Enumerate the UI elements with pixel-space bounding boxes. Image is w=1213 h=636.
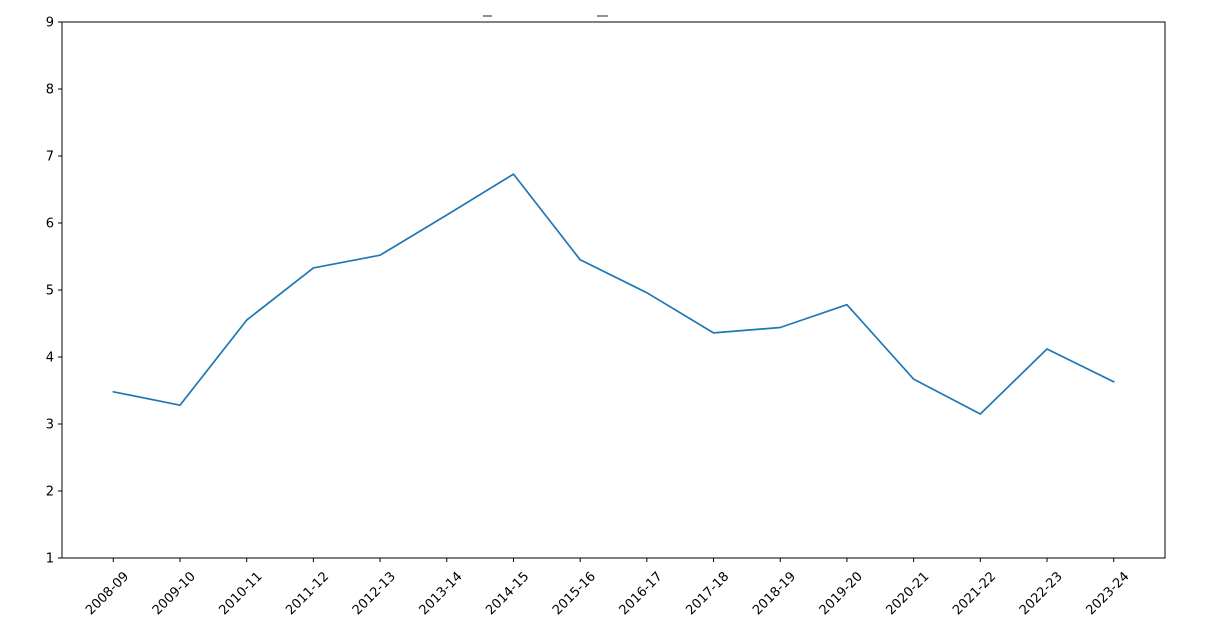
x-tick-label: 2011-12 [283, 569, 332, 618]
x-tick-label: 2021-22 [950, 569, 999, 618]
x-axis: 2008-09 2009-10 2010-11 2011-12 2012-13 2013-… [83, 558, 1133, 618]
y-tick-label: 8 [46, 83, 54, 98]
cropped-title-fragments [483, 15, 608, 17]
x-tick-label: 2019-20 [817, 569, 866, 618]
y-tick-label: 5 [46, 284, 54, 299]
x-tick-label: 2023-24 [1084, 569, 1133, 618]
y-axis: 1 2 3 4 5 6 7 8 9 [46, 16, 62, 567]
x-tick-label: 2008-09 [83, 569, 132, 618]
y-tick-label: 1 [46, 552, 54, 567]
title-glyph-fragment [597, 15, 608, 17]
x-tick-label: 2016-17 [617, 569, 666, 618]
x-tick-label: 2009-10 [150, 569, 199, 618]
x-tick-label: 2017-18 [683, 569, 732, 618]
x-tick-label: 2022-23 [1017, 569, 1066, 618]
x-tick-label: 2018-19 [750, 569, 799, 618]
x-tick-label: 2013-14 [417, 569, 466, 618]
data-line-series [112, 173, 1115, 415]
y-tick-label: 7 [46, 150, 54, 165]
x-tick-label: 2014-15 [483, 569, 532, 618]
x-tick-label: 2012-13 [350, 569, 399, 618]
y-tick-label: 9 [46, 16, 54, 31]
y-tick-label: 2 [46, 485, 54, 500]
x-tick-label: 2015-16 [550, 569, 599, 618]
plot-border [61, 21, 1166, 559]
title-glyph-fragment [483, 15, 492, 17]
x-tick-label: 2010-11 [216, 569, 265, 618]
y-tick-label: 6 [46, 217, 54, 232]
y-tick-label: 4 [46, 351, 54, 366]
y-tick-label: 3 [46, 418, 54, 433]
x-tick-label: 2020-21 [883, 569, 932, 618]
